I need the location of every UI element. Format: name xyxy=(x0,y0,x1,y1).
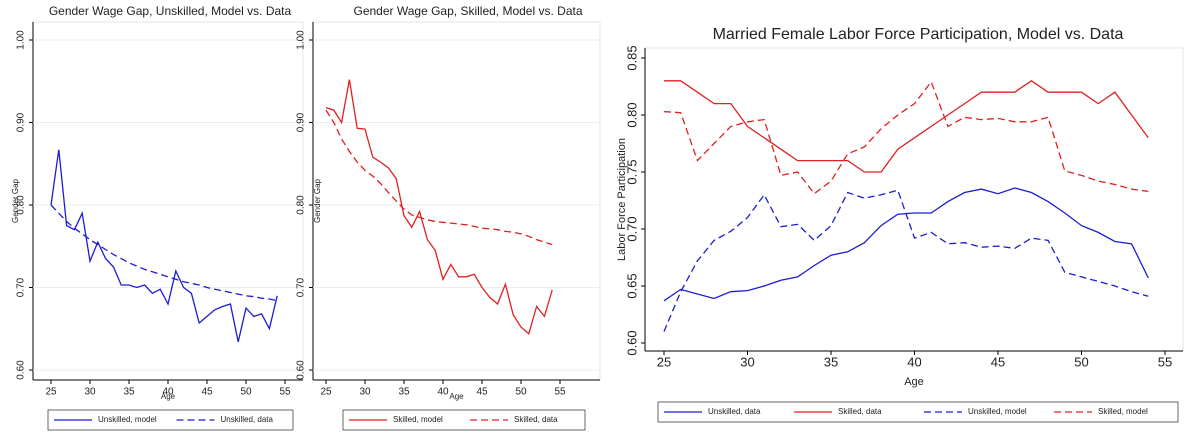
y-tick-label: 0.70 xyxy=(624,216,639,241)
x-tick-label: 40 xyxy=(437,387,449,398)
x-tick-label: 45 xyxy=(201,387,213,398)
x-tick-label: 25 xyxy=(657,354,671,369)
legend-label: Unskilled, data xyxy=(708,407,761,416)
plot-frame xyxy=(312,21,601,381)
legend-label: Skilled, data xyxy=(514,415,558,424)
legend-label: Unskilled, model xyxy=(968,407,1027,416)
y-tick-label: 0.80 xyxy=(624,102,639,127)
y-tick-label: 0.65 xyxy=(624,273,639,298)
y-tick-label: 0.60 xyxy=(296,360,307,380)
y-axis-label: Gender Gap xyxy=(11,178,20,223)
legend-label: Unskilled, data xyxy=(221,415,274,424)
x-tick-label: 35 xyxy=(123,387,135,398)
x-tick-label: 50 xyxy=(515,387,527,398)
data-line xyxy=(325,79,553,335)
x-tick-label: 30 xyxy=(359,387,371,398)
data-line xyxy=(50,149,278,343)
y-tick-label: 0.85 xyxy=(624,45,639,70)
x-tick-label: 25 xyxy=(45,387,57,398)
y-tick-label: 0.60 xyxy=(624,330,639,355)
x-tick-label: 50 xyxy=(1074,354,1088,369)
legend-box xyxy=(47,409,294,431)
x-tick-label: 50 xyxy=(240,387,252,398)
x-tick-label: 40 xyxy=(162,387,174,398)
legend-label: Skilled, model xyxy=(1098,407,1148,416)
x-tick-label: 45 xyxy=(991,354,1005,369)
x-axis-label: Age xyxy=(904,376,924,388)
plot-frame xyxy=(644,47,1184,352)
x-tick-label: 55 xyxy=(554,387,566,398)
data-line xyxy=(663,189,1149,332)
y-tick-label: 0.70 xyxy=(16,277,27,297)
y-tick-label: 0.70 xyxy=(296,277,307,297)
x-axis-label: Age xyxy=(449,392,464,401)
x-tick-label: 45 xyxy=(476,387,488,398)
y-tick-label: 0.80 xyxy=(16,195,27,215)
legend-label: Skilled, data xyxy=(838,407,882,416)
x-tick-label: 40 xyxy=(907,354,921,369)
legend-label: Skilled, model xyxy=(393,415,443,424)
x-tick-label: 35 xyxy=(398,387,410,398)
x-tick-label: 35 xyxy=(824,354,838,369)
legend-label: Unskilled, model xyxy=(98,415,157,424)
y-tick-label: 0.75 xyxy=(624,159,639,184)
y-tick-label: 1.00 xyxy=(296,30,307,50)
data-line xyxy=(664,80,1149,173)
data-line xyxy=(325,109,553,246)
x-axis-label: Age xyxy=(161,392,176,401)
x-tick-label: 30 xyxy=(740,354,754,369)
legend-box xyxy=(657,401,1179,423)
y-tick-label: 1.00 xyxy=(16,30,27,50)
chart-title: Gender Wage Gap, Skilled, Model vs. Data xyxy=(354,4,583,18)
y-axis-label: Labor Force Participation xyxy=(616,138,628,261)
y-tick-label: 0.60 xyxy=(16,360,27,380)
chart-title: Married Female Labor Force Participation… xyxy=(713,26,1124,43)
data-line xyxy=(663,187,1149,302)
x-tick-label: 55 xyxy=(279,387,291,398)
x-tick-label: 55 xyxy=(1158,354,1172,369)
x-tick-label: 30 xyxy=(84,387,96,398)
y-tick-label: 0.90 xyxy=(296,112,307,132)
y-axis-label: Gender Gap xyxy=(313,178,322,223)
y-tick-label: 0.90 xyxy=(16,112,27,132)
data-line xyxy=(663,80,1149,195)
legend-box xyxy=(342,409,586,431)
chart-title: Gender Wage Gap, Unskilled, Model vs. Da… xyxy=(49,4,292,18)
plot-frame xyxy=(32,21,304,381)
y-tick-label: 0.80 xyxy=(296,195,307,215)
x-tick-label: 25 xyxy=(320,387,332,398)
data-line xyxy=(50,204,278,302)
